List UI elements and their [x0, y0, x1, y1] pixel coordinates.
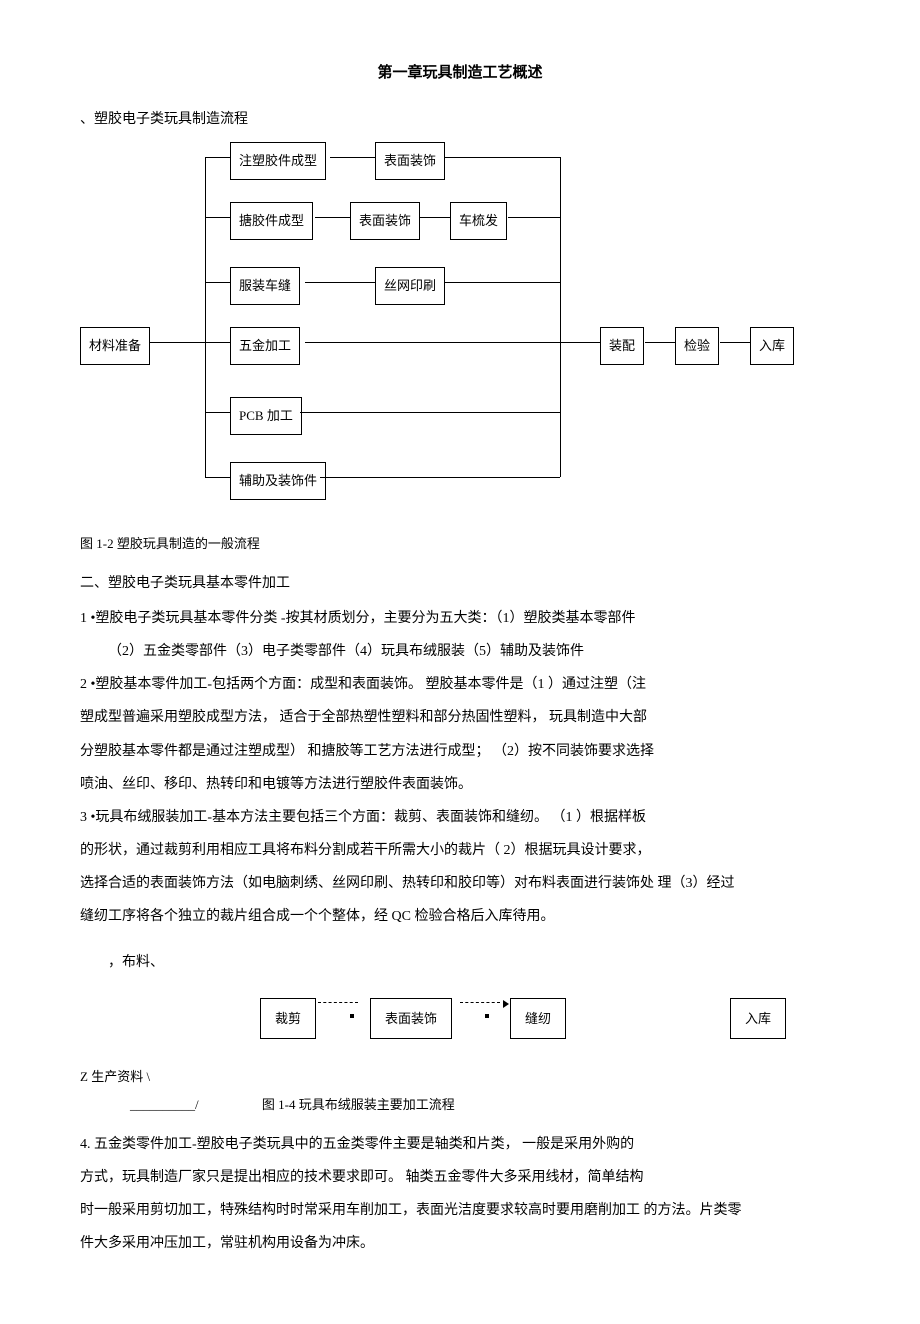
p2a: 2 •塑胶基本零件加工-包括两个方面：成型和表面装饰。 塑胶基本零件是（1 ）通…	[80, 672, 840, 697]
line	[305, 282, 375, 283]
production-label: Z 生产资料 \	[80, 1065, 840, 1088]
dot	[350, 1014, 354, 1018]
caption-2-row: __________/ 图 1-4 玩具布绒服装主要加工流程	[80, 1093, 840, 1116]
box-injection-deco: 表面装饰	[375, 142, 445, 179]
box-inspect: 检验	[675, 327, 719, 364]
p1a: 1 •塑胶电子类玩具基本零件分类 -按其材质划分，主要分为五大类：（1）塑胶类基…	[80, 606, 840, 631]
caption-1: 图 1-2 塑胶玩具制造的一般流程	[80, 532, 840, 555]
box2-sew: 缝纫	[510, 998, 566, 1039]
line	[330, 157, 375, 158]
dash	[460, 1002, 500, 1003]
p1b: （2）五金类零部件（3）电子类零部件（4）玩具布绒服装（5）辅助及装饰件	[80, 639, 840, 664]
box2-cut: 裁剪	[260, 998, 316, 1039]
box-pcb: PCB 加工	[230, 397, 302, 434]
line	[420, 217, 450, 218]
box2-deco: 表面装饰	[370, 998, 452, 1039]
line	[315, 217, 350, 218]
box-hardware: 五金加工	[230, 327, 300, 364]
line	[205, 342, 230, 343]
line	[300, 412, 560, 413]
caption-2: 图 1-4 玩具布绒服装主要加工流程	[262, 1097, 455, 1112]
box-aux: 辅助及装饰件	[230, 462, 326, 499]
box-hair: 车梳发	[450, 202, 507, 239]
line	[205, 157, 230, 158]
line	[205, 217, 230, 218]
box-silk: 丝网印刷	[375, 267, 445, 304]
fabric-label: ，布料、	[80, 950, 840, 975]
line	[560, 342, 600, 343]
line	[150, 342, 205, 343]
line	[205, 282, 230, 283]
p4c: 时一般采用剪切加工，特殊结构时时常采用车削加工，表面光洁度要求较高时要用磨削加工…	[80, 1198, 840, 1223]
section1-heading: 、塑胶电子类玩具制造流程	[80, 107, 840, 132]
p2b: 塑成型普遍采用塑胶成型方法， 适合于全部热塑性塑料和部分热固性塑料， 玩具制造中…	[80, 705, 840, 730]
box-injection: 注塑胶件成型	[230, 142, 326, 179]
p3c: 选择合适的表面装饰方法（如电脑刺绣、丝网印刷、热转印和胶印等）对布料表面进行装饰…	[80, 871, 840, 896]
box-rubber-deco: 表面装饰	[350, 202, 420, 239]
box-storage: 入库	[750, 327, 794, 364]
chapter-title: 第一章玩具制造工艺概述	[80, 60, 840, 87]
p4d: 件大多采用冲压加工，常驻机构用设备为冲床。	[80, 1231, 840, 1256]
line	[508, 217, 560, 218]
line	[205, 157, 206, 477]
line	[445, 157, 560, 158]
p4b: 方式，玩具制造厂家只是提出相应的技术要求即可。 轴类五金零件大多采用线材，简单结…	[80, 1165, 840, 1190]
p3a: 3 •玩具布绒服装加工-基本方法主要包括三个方面：裁剪、表面装饰和缝纫。 （1 …	[80, 805, 840, 830]
line	[305, 342, 600, 343]
p2d: 喷油、丝印、移印、热转印和电镀等方法进行塑胶件表面装饰。	[80, 772, 840, 797]
line	[645, 342, 675, 343]
prod-text: Z 生产资料 \	[80, 1069, 150, 1084]
line	[720, 342, 750, 343]
box2-store: 入库	[730, 998, 786, 1039]
section2-heading: 二、塑胶电子类玩具基本零件加工	[80, 571, 840, 596]
dash	[318, 1002, 358, 1003]
line	[560, 157, 561, 477]
p3b: 的形状，通过裁剪利用相应工具将布料分割成若干所需大小的裁片（ 2）根据玩具设计要…	[80, 838, 840, 863]
arrow	[503, 1000, 509, 1008]
box-rubber: 搪胶件成型	[230, 202, 313, 239]
p2c: 分塑胶基本零件都是通过注塑成型） 和搪胶等工艺方法进行成型； （2）按不同装饰要…	[80, 739, 840, 764]
dot	[485, 1014, 489, 1018]
box-sewing: 服装车缝	[230, 267, 300, 304]
line	[205, 477, 230, 478]
box-assembly: 装配	[600, 327, 644, 364]
p3d: 缝纫工序将各个独立的裁片组合成一个个整体，经 QC 检验合格后入库待用。	[80, 904, 840, 929]
line	[205, 412, 230, 413]
box-material: 材料准备	[80, 327, 150, 364]
line	[445, 282, 560, 283]
line	[320, 477, 560, 478]
flowchart-1: 材料准备 注塑胶件成型 表面装饰 搪胶件成型 表面装饰 车梳发 服装车缝 丝网印…	[80, 142, 840, 522]
p4a: 4. 五金类零件加工-塑胶电子类玩具中的五金类零件主要是轴类和片类， 一般是采用…	[80, 1132, 840, 1157]
flowchart-2: 裁剪 表面装饰 缝纫 入库	[80, 990, 840, 1050]
caption2-line: __________/	[130, 1097, 199, 1112]
